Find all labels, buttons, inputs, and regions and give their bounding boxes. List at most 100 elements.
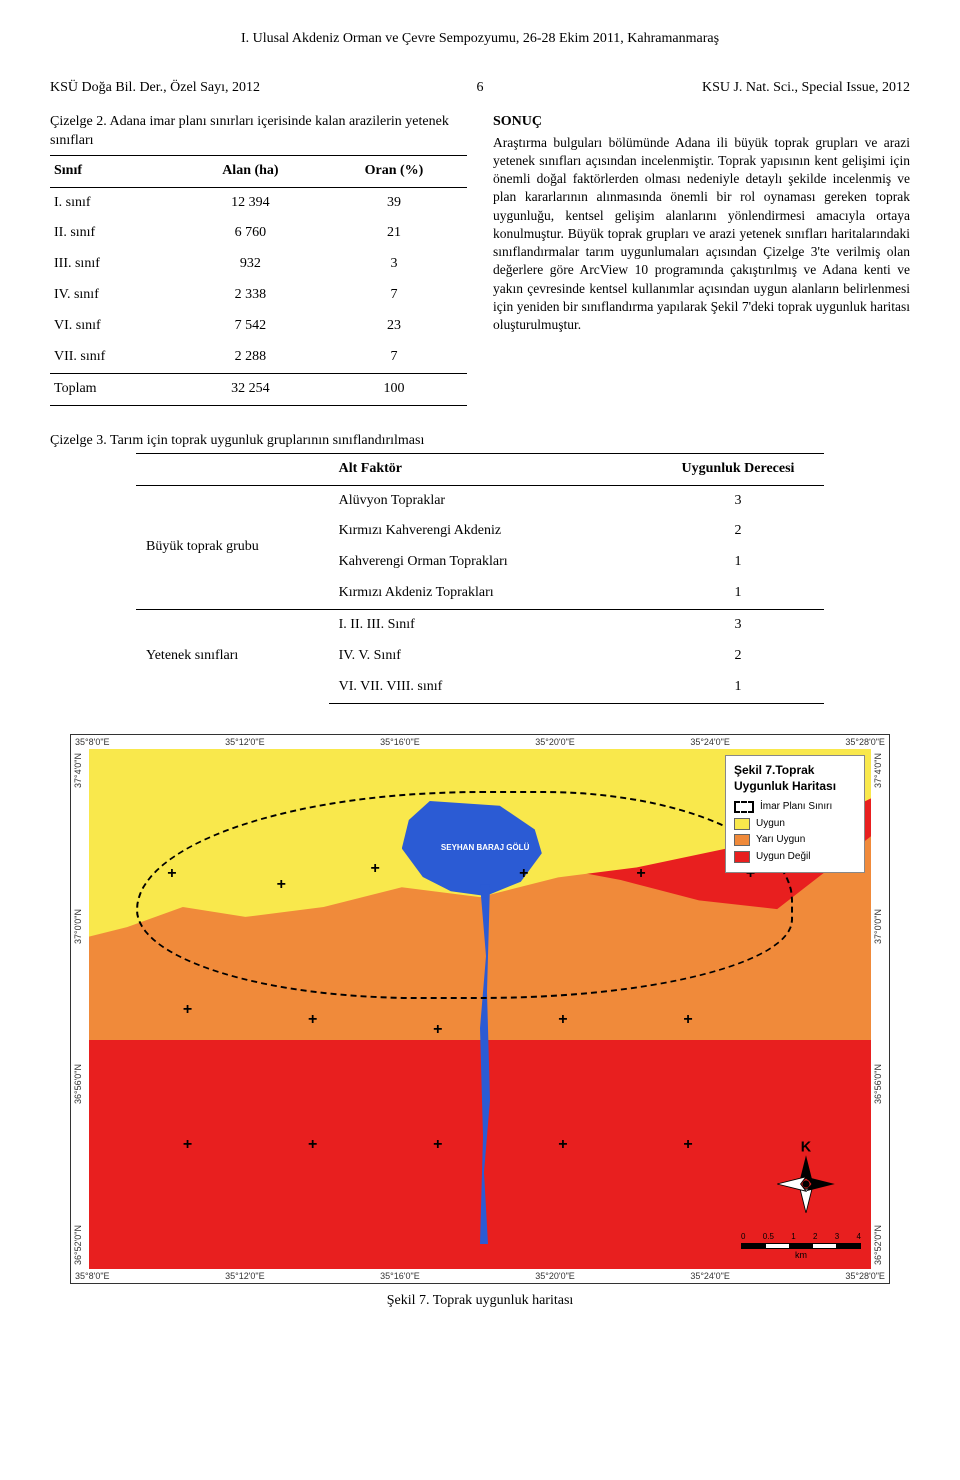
coord-tick: 37°0'0"N: [872, 909, 888, 944]
legend-row: Uygun Değil: [734, 850, 856, 864]
coord-tick: 35°28'0"E: [845, 1270, 885, 1282]
legend-label: Uygun Değil: [756, 850, 810, 864]
legend-swatch: [734, 851, 750, 863]
map-figure: 35°8'0"E 35°12'0"E 35°16'0"E 35°20'0"E 35°24…: [70, 734, 890, 1284]
cell: 23: [321, 311, 467, 342]
map-scalebar: 00.51234 km: [741, 1232, 861, 1261]
legend-boundary-swatch: [734, 801, 754, 813]
page-header: KSÜ Doğa Bil. Der., Özel Sayı, 2012 6 KS…: [50, 79, 910, 99]
coord-tick: 37°4'0"N: [72, 753, 88, 788]
coord-tick: 36°52'0"N: [872, 1225, 888, 1265]
cell: 6 760: [180, 218, 321, 249]
table3-caption: Çizelge 3. Tarım için toprak uygunluk gr…: [50, 432, 910, 451]
graticule-cross-icon: +: [183, 999, 192, 1021]
legend-boundary-row: İmar Planı Sınırı: [734, 800, 856, 814]
two-column-layout: Çizelge 2. Adana imar planı sınırları iç…: [50, 113, 910, 406]
coord-tick: 35°24'0"E: [690, 736, 730, 748]
cell: IV. sınıf: [50, 280, 180, 311]
cell: 2 338: [180, 280, 321, 311]
table3-col-group: [136, 453, 329, 485]
cell: 7: [321, 280, 467, 311]
cell: Alüvyon Topraklar: [329, 485, 652, 516]
coord-tick: 37°0'0"N: [72, 909, 88, 944]
scale-tick: 2: [813, 1232, 817, 1243]
cell: VI. VII. VIII. sınıf: [329, 672, 652, 703]
cell: 7: [321, 342, 467, 373]
graticule-cross-icon: +: [683, 1009, 692, 1031]
cell: I. sınıf: [50, 187, 180, 218]
table-row: I. sınıf12 39439: [50, 187, 467, 218]
map-legend-title: Şekil 7.Toprak Uygunluk Haritası: [734, 762, 856, 794]
graticule-cross-icon: +: [558, 1134, 567, 1156]
cell: 12 394: [180, 187, 321, 218]
table2-caption: Çizelge 2. Adana imar planı sınırları iç…: [50, 113, 467, 151]
map-lon-ticks-top: 35°8'0"E35°12'0"E35°16'0"E35°20'0"E35°24…: [71, 735, 889, 749]
graticule-cross-icon: +: [308, 1009, 317, 1031]
scale-tick: 1: [791, 1232, 795, 1243]
table3-col-alt: Alt Faktör: [329, 453, 652, 485]
left-column: Çizelge 2. Adana imar planı sınırları iç…: [50, 113, 467, 406]
cell: II. sınıf: [50, 218, 180, 249]
cell: Kırmızı Kahverengi Akdeniz: [329, 516, 652, 547]
table3: Alt Faktör Uygunluk Derecesi Büyük topra…: [136, 453, 824, 704]
cell: IV. V. Sınıf: [329, 641, 652, 672]
scale-tick: 4: [857, 1232, 861, 1243]
table-row: III. sınıf9323: [50, 249, 467, 280]
compass-label: K: [801, 1140, 812, 1156]
coord-tick: 35°20'0"E: [535, 1270, 575, 1282]
coord-tick: 35°12'0"E: [225, 1270, 265, 1282]
scale-tick: 0.5: [763, 1232, 774, 1243]
header-right: KSU J. Nat. Sci., Special Issue, 2012: [702, 79, 910, 98]
group-label: Büyük toprak grubu: [136, 485, 329, 610]
graticule-cross-icon: +: [683, 1134, 692, 1156]
coord-tick: 35°24'0"E: [690, 1270, 730, 1282]
legend-swatch: [734, 818, 750, 830]
table3-col-uyg: Uygunluk Derecesi: [652, 453, 824, 485]
cell: VI. sınıf: [50, 311, 180, 342]
table-row: IV. sınıf2 3387: [50, 280, 467, 311]
cell: 2: [652, 641, 824, 672]
coord-tick: 35°8'0"E: [75, 1270, 110, 1282]
cell: Kırmızı Akdeniz Toprakları: [329, 578, 652, 609]
sonuc-heading: SONUÇ: [493, 113, 910, 132]
running-title: I. Ulusal Akdeniz Orman ve Çevre Sempozy…: [50, 30, 910, 49]
coord-tick: 36°52'0"N: [72, 1225, 88, 1265]
cell: 7 542: [180, 311, 321, 342]
compass-icon: K: [761, 1139, 851, 1229]
legend-row: Uygun: [734, 817, 856, 831]
legend-boundary-label: İmar Planı Sınırı: [760, 800, 832, 814]
coord-tick: 35°16'0"E: [380, 736, 420, 748]
graticule-cross-icon: +: [558, 1009, 567, 1031]
header-left: KSÜ Doğa Bil. Der., Özel Sayı, 2012: [50, 79, 260, 98]
graticule-cross-icon: +: [371, 858, 380, 880]
table-row: VII. sınıf2 2887: [50, 342, 467, 373]
table-row: VI. sınıf7 54223: [50, 311, 467, 342]
table2-col-1: Alan (ha): [180, 155, 321, 187]
cell: I. II. III. Sınıf: [329, 610, 652, 641]
cell: 2: [652, 516, 824, 547]
graticule-cross-icon: +: [433, 1019, 442, 1041]
cell: 3: [652, 485, 824, 516]
legend-label: Uygun: [756, 817, 785, 831]
graticule-cross-icon: +: [636, 863, 645, 885]
cell: 1: [652, 547, 824, 578]
coord-tick: 35°16'0"E: [380, 1270, 420, 1282]
graticule-cross-icon: +: [308, 1134, 317, 1156]
sonuc-body: Araştırma bulguları bölümünde Adana ili …: [493, 134, 910, 334]
cell: Toplam: [50, 373, 180, 405]
table-row: II. sınıf6 76021: [50, 218, 467, 249]
cell: 100: [321, 373, 467, 405]
cell: 32 254: [180, 373, 321, 405]
scalebar-unit: km: [741, 1249, 861, 1261]
figure-caption: Şekil 7. Toprak uygunluk haritası: [50, 1292, 910, 1311]
graticule-cross-icon: +: [519, 863, 528, 885]
map-lat-ticks-left: 37°4'0"N37°0'0"N36°56'0"N36°52'0"N: [71, 749, 89, 1269]
scale-tick: 3: [835, 1232, 839, 1243]
legend-swatch: [734, 834, 750, 846]
cell: III. sınıf: [50, 249, 180, 280]
table2: Sınıf Alan (ha) Oran (%) I. sınıf12 3943…: [50, 155, 467, 406]
graticule-cross-icon: +: [277, 874, 286, 896]
table-row: Yetenek sınıflarıI. II. III. Sınıf3: [136, 610, 824, 641]
table2-col-2: Oran (%): [321, 155, 467, 187]
graticule-cross-icon: +: [183, 1134, 192, 1156]
